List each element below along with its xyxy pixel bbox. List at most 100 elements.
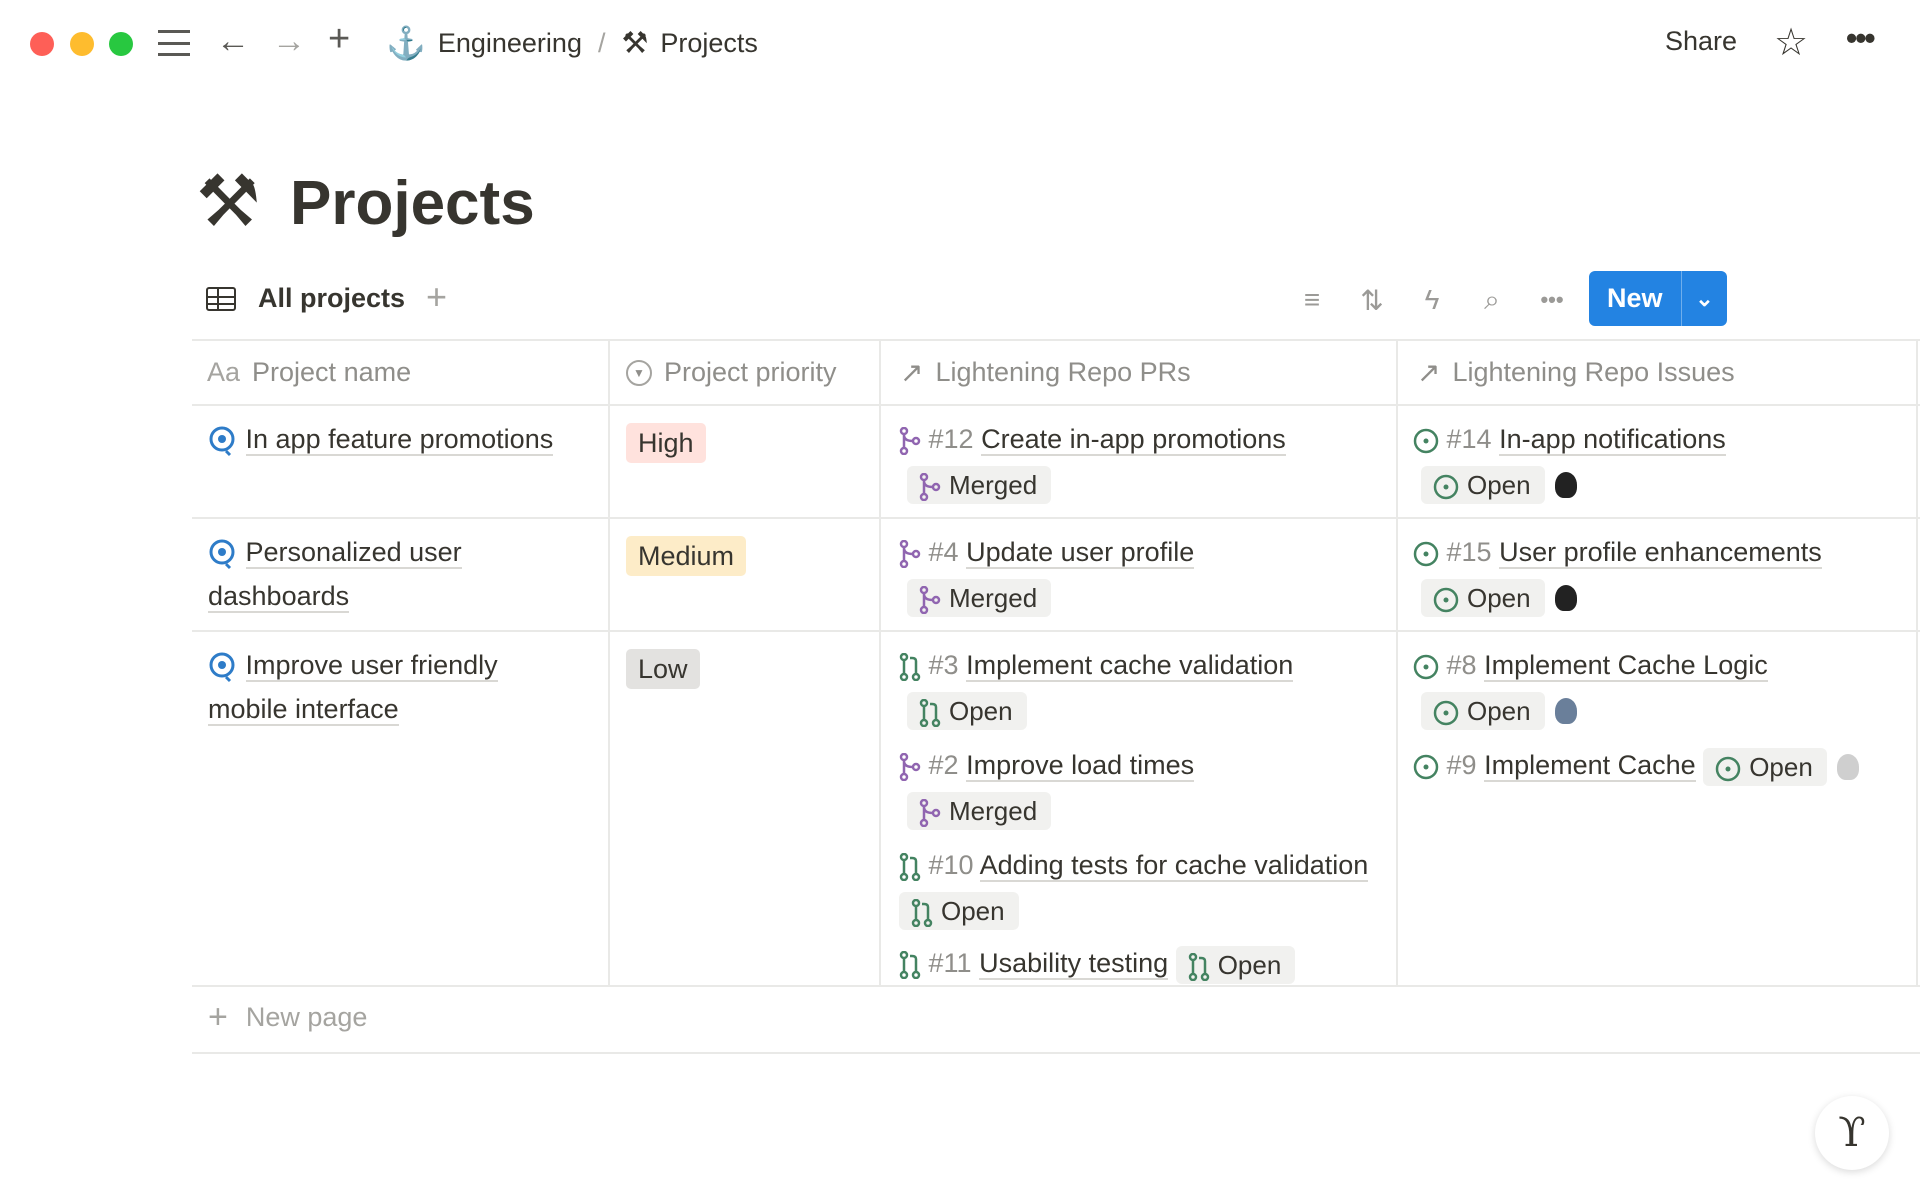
pr-item[interactable]: #12 Create in-app promotions Merged: [899, 417, 1369, 505]
pr-item[interactable]: #2 Improve load times Merged: [899, 743, 1369, 831]
star-icon[interactable]: ☆: [1774, 22, 1809, 64]
issue-item[interactable]: #8 Implement Cache Logic Open: [1413, 643, 1913, 731]
issue-item[interactable]: #15 User profile enhancements Open: [1413, 530, 1913, 618]
project-name-cell[interactable]: Personalized user dashboards: [208, 530, 568, 618]
view-tab-all-projects[interactable]: All projects: [206, 283, 405, 314]
pr-number: #4: [928, 537, 959, 567]
pr-title-link[interactable]: Usability testing: [979, 948, 1169, 980]
pr-open-icon: [919, 689, 941, 733]
issue-open-icon: [1413, 537, 1439, 567]
help-button[interactable]: ϒ: [1815, 1096, 1889, 1170]
issues-cell[interactable]: #15 User profile enhancements Open: [1413, 530, 1913, 630]
issue-title-link[interactable]: In-app notifications: [1499, 424, 1726, 456]
issues-cell[interactable]: #8 Implement Cache Logic Open #9 Implemen…: [1413, 643, 1913, 799]
pr-title-link[interactable]: Create in-app promotions: [981, 424, 1286, 456]
share-button[interactable]: Share: [1665, 26, 1738, 56]
priority-tag: Medium: [626, 536, 747, 576]
breadcrumb-projects[interactable]: Projects: [660, 27, 758, 58]
more-view-options-icon[interactable]: •••: [1540, 287, 1564, 312]
pr-status-pill: Open: [907, 689, 1027, 733]
issue-item[interactable]: #9 Implement Cache Open: [1413, 743, 1913, 787]
pr-item[interactable]: #10 Adding tests for cache validation Op…: [899, 843, 1369, 931]
project-name-link[interactable]: Personalized user dashboards: [208, 537, 462, 613]
pr-number: #10: [928, 850, 974, 880]
pr-number: #3: [928, 650, 959, 680]
pr-title-link[interactable]: Improve load times: [966, 750, 1195, 782]
column-header-priority[interactable]: ▼ Project priority: [626, 340, 837, 405]
sort-icon[interactable]: ⇅: [1360, 284, 1384, 316]
filter-icon[interactable]: ≡: [1303, 284, 1321, 315]
issues-cell[interactable]: #14 In-app notifications Open: [1413, 417, 1913, 517]
pr-merged-icon: [899, 750, 921, 782]
issue-item[interactable]: #14 In-app notifications Open: [1413, 417, 1913, 505]
column-label: Project priority: [664, 357, 837, 387]
pr-title-link[interactable]: Implement cache validation: [966, 650, 1294, 682]
project-name-link[interactable]: Improve user friendly mobile interface: [208, 650, 498, 726]
back-arrow-icon[interactable]: ←: [216, 22, 250, 60]
pr-open-icon: [899, 948, 921, 980]
new-button-label: New: [1607, 283, 1663, 313]
column-header-prs[interactable]: ↗ Lightening Repo PRs: [900, 340, 1191, 405]
assignee-avatar[interactable]: [1554, 697, 1577, 724]
issue-number: #9: [1446, 750, 1477, 780]
forward-arrow-icon[interactable]: →: [272, 22, 306, 60]
new-button[interactable]: New ⌄: [1589, 271, 1727, 326]
prs-cell[interactable]: #4 Update user profile Merged: [899, 530, 1369, 630]
menu-icon[interactable]: [158, 30, 190, 56]
more-options-icon[interactable]: •••: [1846, 20, 1876, 56]
pr-item[interactable]: #11 Usability testing Open: [899, 941, 1369, 985]
project-name-cell[interactable]: In app feature promotions: [208, 417, 568, 461]
issue-open-icon: [1413, 750, 1439, 780]
minimize-window-button[interactable]: [70, 32, 94, 56]
pr-title-link[interactable]: Adding tests for cache validation: [979, 850, 1369, 882]
relation-arrow-icon: ↗: [900, 357, 924, 388]
priority-cell[interactable]: Low: [626, 647, 700, 691]
issue-title-link[interactable]: Implement Cache Logic: [1484, 650, 1768, 682]
issue-open-icon: [1413, 424, 1439, 454]
hammer-wrench-icon: ⚒: [621, 26, 649, 60]
automation-lightning-icon[interactable]: ϟ: [1424, 284, 1440, 315]
issue-open-icon: [1433, 463, 1459, 507]
pr-merged-icon: [919, 463, 941, 507]
assignee-avatar[interactable]: [1554, 471, 1577, 498]
pr-item[interactable]: #3 Implement cache validation Open: [899, 643, 1369, 731]
priority-cell[interactable]: Medium: [626, 534, 747, 578]
priority-tag: Low: [626, 649, 700, 689]
new-dropdown-chevron-icon[interactable]: ⌄: [1681, 271, 1727, 326]
maximize-window-button[interactable]: [109, 32, 133, 56]
pr-status-pill: Open: [1175, 945, 1296, 984]
pr-merged-icon: [899, 424, 921, 456]
pr-title-link[interactable]: Update user profile: [966, 537, 1195, 569]
column-header-project-name[interactable]: Aa Project name: [207, 340, 411, 405]
add-icon[interactable]: +: [328, 18, 351, 60]
pr-number: #11: [928, 948, 972, 978]
pr-item[interactable]: #4 Update user profile Merged: [899, 530, 1369, 618]
breadcrumb-engineering[interactable]: Engineering: [437, 27, 582, 58]
view-tab-label: All projects: [258, 283, 406, 313]
close-window-button[interactable]: [30, 32, 54, 56]
assignee-avatar[interactable]: [1836, 753, 1859, 780]
new-page-button[interactable]: + New page: [208, 998, 367, 1037]
pr-open-icon: [899, 650, 921, 682]
prs-cell[interactable]: #3 Implement cache validation Open #2 Imp…: [899, 643, 1369, 995]
title-type-icon: Aa: [207, 357, 241, 387]
project-name-link[interactable]: In app feature promotions: [245, 424, 554, 456]
prs-cell[interactable]: #12 Create in-app promotions Merged: [899, 417, 1369, 517]
relation-arrow-icon: ↗: [1417, 357, 1441, 388]
add-view-icon[interactable]: +: [426, 276, 448, 317]
priority-cell[interactable]: High: [626, 421, 706, 465]
search-icon[interactable]: ⌕: [1484, 283, 1500, 315]
pr-number: #2: [928, 750, 959, 780]
pr-merged-icon: [899, 537, 921, 569]
issue-status-pill: Open: [1703, 747, 1827, 786]
column-header-issues[interactable]: ↗ Lightening Repo Issues: [1417, 340, 1735, 405]
breadcrumb: ⚓ Engineering / ⚒ Projects: [386, 24, 758, 62]
issue-title-link[interactable]: Implement Cache: [1484, 750, 1696, 782]
project-name-cell[interactable]: Improve user friendly mobile interface: [208, 643, 568, 731]
assignee-avatar[interactable]: [1554, 584, 1577, 611]
issue-title-link[interactable]: User profile enhancements: [1499, 537, 1822, 569]
issue-open-icon: [1413, 650, 1439, 680]
issue-number: #14: [1446, 424, 1492, 454]
plus-icon: +: [208, 998, 228, 1036]
status-label: Open: [1749, 751, 1813, 782]
